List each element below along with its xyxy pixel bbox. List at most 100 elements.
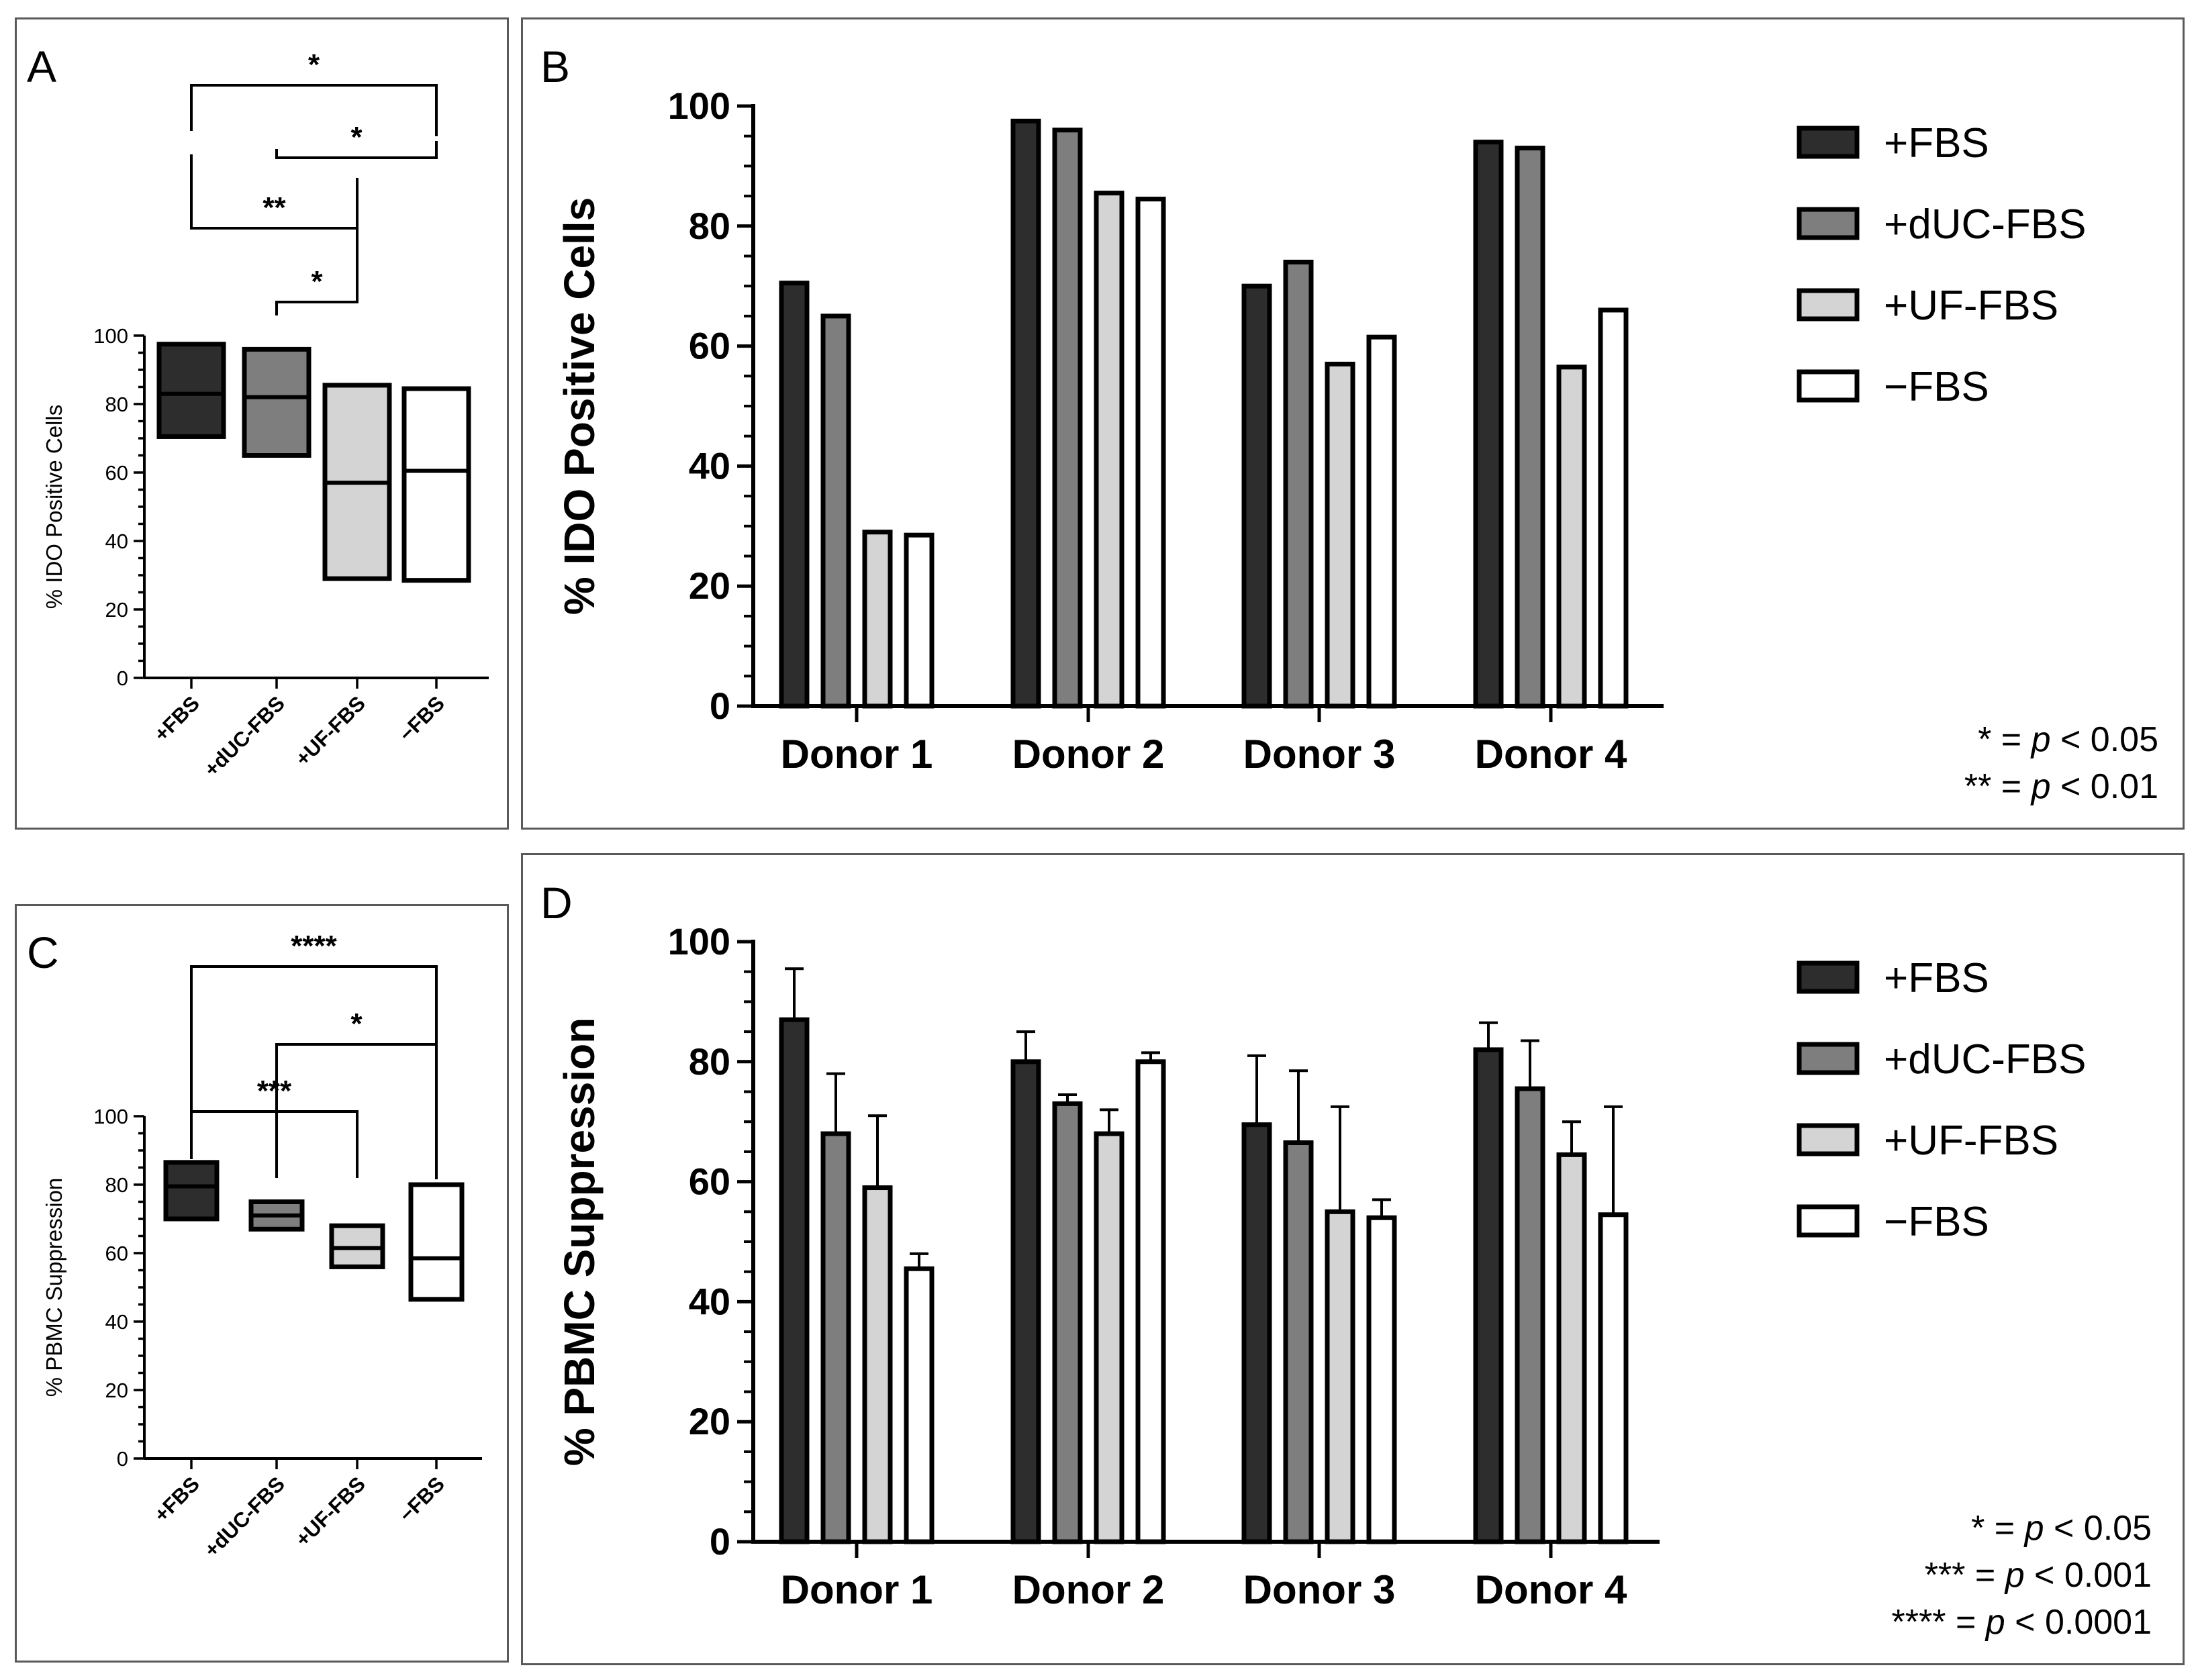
panel-c-plot: 0 20 40 60 80 100 % PBMC Suppression +FBS+dUC-F… bbox=[42, 930, 482, 1562]
bar-donor-4-series-1 bbox=[1473, 140, 1504, 709]
bar-donor-4-series-3 bbox=[1556, 364, 1587, 709]
bar-donor-4-series-1 bbox=[1473, 1047, 1504, 1544]
note-stars: * = bbox=[1978, 720, 2032, 759]
y-tick-label: 0 bbox=[117, 1447, 128, 1471]
y-tick-label: 20 bbox=[689, 1400, 730, 1442]
x-tick-label: +UF-FBS bbox=[291, 1472, 370, 1551]
significance-bracket bbox=[190, 965, 438, 1178]
legend-swatch-1 bbox=[1797, 960, 1860, 994]
y-tick-label: 40 bbox=[105, 1310, 128, 1334]
bar-donor-3-series-1 bbox=[1241, 1122, 1272, 1544]
y-tick-label: 80 bbox=[105, 1173, 128, 1197]
y-tick-label: 20 bbox=[105, 598, 128, 622]
panel-letter-b: B bbox=[540, 42, 570, 91]
y-tick-label: 40 bbox=[105, 530, 128, 553]
bar-donor-3-series-1 bbox=[1241, 283, 1272, 709]
x-tick-label: +dUC-FBS bbox=[199, 691, 289, 781]
bar-donor-2-series-1 bbox=[1010, 1059, 1041, 1544]
bar-donor-2-series-2 bbox=[1052, 128, 1083, 709]
y-axis-label: % PBMC Suppression bbox=[42, 1178, 66, 1397]
bar-donor-1-series-1 bbox=[779, 281, 810, 709]
box-4 bbox=[408, 1182, 465, 1302]
bar-donor-1-series-2 bbox=[820, 313, 851, 709]
legend-label-2: +dUC-FBS bbox=[1884, 201, 2086, 248]
significance-bracket bbox=[190, 84, 438, 136]
p-value-note: ** = p < 0.01 bbox=[1964, 767, 2158, 806]
note-threshold: < 0.05 bbox=[2044, 1509, 2152, 1548]
y-tick-label: 100 bbox=[93, 1105, 128, 1128]
significance-label: * bbox=[311, 265, 323, 298]
significance-label: * bbox=[308, 48, 320, 81]
note-p: p bbox=[2004, 1556, 2025, 1595]
panel-b-plot: 0 20 40 60 80 100 Donor 1 Donor 2 Donor 3 Donor 4… bbox=[555, 85, 2158, 806]
x-tick-label: Donor 4 bbox=[1475, 732, 1627, 777]
y-tick-label: 60 bbox=[105, 461, 128, 485]
y-tick-label: 20 bbox=[105, 1379, 128, 1402]
legend-swatch-4 bbox=[1797, 369, 1860, 403]
legend-label-2: +dUC-FBS bbox=[1884, 1036, 2086, 1083]
bar-donor-1-series-4 bbox=[904, 532, 935, 709]
significance-bracket bbox=[275, 181, 359, 315]
legend-label-3: +UF-FBS bbox=[1884, 283, 2058, 329]
y-axis-label: % IDO Positive Cells bbox=[42, 405, 66, 609]
bar-donor-2-series-2 bbox=[1052, 1101, 1083, 1544]
note-stars: ** = bbox=[1964, 767, 2032, 806]
bar-donor-1-series-4 bbox=[904, 1266, 935, 1544]
bar-donor-1-series-3 bbox=[862, 1185, 893, 1544]
x-tick-label: Donor 3 bbox=[1243, 732, 1396, 777]
y-tick-label: 100 bbox=[668, 85, 730, 127]
x-tick-label: Donor 4 bbox=[1475, 1567, 1627, 1612]
note-p: p bbox=[2030, 767, 2051, 806]
note-threshold: < 0.0001 bbox=[2005, 1603, 2152, 1642]
x-tick-label: Donor 1 bbox=[781, 732, 933, 777]
box-1 bbox=[156, 342, 226, 439]
note-threshold: < 0.001 bbox=[2025, 1556, 2152, 1595]
significance-label: * bbox=[350, 121, 363, 154]
significance-label: ** bbox=[262, 191, 286, 224]
bar-donor-3-series-2 bbox=[1283, 1140, 1314, 1544]
x-tick-label: Donor 2 bbox=[1012, 732, 1165, 777]
note-threshold: < 0.01 bbox=[2051, 767, 2158, 806]
x-tick-label: −FBS bbox=[395, 1472, 449, 1526]
bar-donor-3-series-4 bbox=[1366, 1215, 1397, 1544]
bar-donor-2-series-3 bbox=[1094, 191, 1125, 709]
note-p: p bbox=[2023, 1509, 2044, 1548]
panel-letter-a: A bbox=[27, 42, 56, 91]
box-2 bbox=[242, 346, 312, 458]
y-tick-label: 100 bbox=[93, 324, 128, 348]
x-tick-label: −FBS bbox=[395, 691, 449, 746]
bar-donor-2-series-1 bbox=[1010, 118, 1041, 709]
y-tick-label: 0 bbox=[710, 685, 730, 727]
legend-swatch-3 bbox=[1797, 288, 1860, 322]
x-tick-label: Donor 1 bbox=[781, 1567, 933, 1612]
note-stars: * = bbox=[1971, 1509, 2025, 1548]
y-tick-label: 80 bbox=[105, 393, 128, 416]
note-stars: **** = bbox=[1892, 1603, 1986, 1642]
legend-label-3: +UF-FBS bbox=[1884, 1118, 2058, 1164]
bar-donor-2-series-4 bbox=[1135, 197, 1166, 709]
legend-swatch-1 bbox=[1797, 126, 1860, 159]
x-tick-label: Donor 3 bbox=[1243, 1567, 1396, 1612]
legend-swatch-2 bbox=[1797, 1042, 1860, 1075]
x-tick-label: +FBS bbox=[150, 1472, 204, 1526]
y-axis-label: % PBMC Suppression bbox=[555, 1018, 604, 1467]
y-tick-label: 40 bbox=[689, 444, 730, 487]
x-tick-label: +FBS bbox=[150, 691, 204, 746]
bar-donor-4-series-4 bbox=[1598, 307, 1629, 709]
legend-label-1: +FBS bbox=[1884, 955, 1989, 1001]
p-value-note: **** = p < 0.0001 bbox=[1892, 1603, 2152, 1642]
note-p: p bbox=[1985, 1603, 2005, 1642]
significance-bracket bbox=[275, 141, 438, 159]
significance-label: *** bbox=[257, 1075, 292, 1107]
y-tick-label: 60 bbox=[689, 1160, 730, 1203]
y-tick-label: 60 bbox=[689, 325, 730, 367]
y-tick-label: 40 bbox=[689, 1280, 730, 1322]
panel-letter-d: D bbox=[540, 878, 573, 928]
bar-donor-4-series-4 bbox=[1598, 1212, 1629, 1544]
legend-swatch-4 bbox=[1797, 1204, 1860, 1238]
bar-donor-1-series-2 bbox=[820, 1131, 851, 1544]
y-tick-label: 80 bbox=[689, 1040, 730, 1083]
legend-swatch-3 bbox=[1797, 1123, 1860, 1156]
x-tick-label: Donor 2 bbox=[1012, 1567, 1165, 1612]
